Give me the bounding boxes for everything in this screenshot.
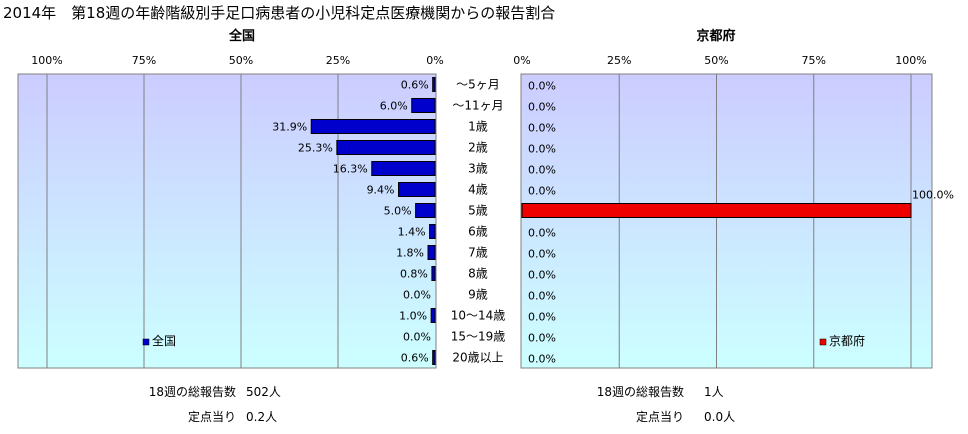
national-bar-value-label: 16.3% bbox=[333, 163, 368, 176]
age-category-label: 2歳 bbox=[468, 141, 488, 155]
kyoto-bar-value-label: 0.0% bbox=[528, 185, 556, 198]
national-bar bbox=[432, 350, 436, 365]
kyoto-bar-value-label: 0.0% bbox=[528, 269, 556, 282]
national-bar-value-label: 0.0% bbox=[403, 331, 431, 344]
kyoto-bar-value-label: 0.0% bbox=[528, 143, 556, 156]
kyoto-bar-value-label: 0.0% bbox=[528, 290, 556, 303]
age-category-label: 7歳 bbox=[468, 246, 488, 260]
kyoto-x-tick-label: 0% bbox=[513, 54, 530, 67]
age-category-label: 10～14歳 bbox=[451, 309, 506, 323]
national-total-label: 18週の総報告数 bbox=[149, 384, 236, 399]
national-per-label: 定点当り bbox=[188, 409, 236, 424]
national-panel-title: 全国 bbox=[228, 28, 255, 44]
kyoto-per-value: 0.0人 bbox=[704, 410, 735, 424]
age-category-label: 9歳 bbox=[468, 288, 488, 302]
age-category-label: 8歳 bbox=[468, 267, 488, 281]
kyoto-legend-swatch bbox=[819, 338, 827, 346]
national-x-tick-label: 0% bbox=[426, 54, 443, 67]
national-bar bbox=[427, 245, 436, 260]
national-bar-value-label: 1.0% bbox=[399, 310, 427, 323]
national-bar bbox=[429, 224, 436, 239]
age-category-label: 4歳 bbox=[468, 183, 488, 197]
kyoto-x-tick-label: 100% bbox=[895, 54, 926, 67]
kyoto-x-tick-label: 50% bbox=[704, 54, 728, 67]
national-bar-value-label: 0.8% bbox=[400, 268, 428, 281]
age-category-label: 20歳以上 bbox=[452, 351, 503, 365]
kyoto-bar-value-label: 0.0% bbox=[528, 101, 556, 114]
national-bar-value-label: 31.9% bbox=[272, 121, 307, 134]
national-bar-value-label: 0.6% bbox=[401, 352, 429, 365]
national-plot-area bbox=[17, 73, 437, 369]
national-bar-value-label: 0.0% bbox=[403, 289, 431, 302]
age-category-label: ～11ヶ月 bbox=[452, 99, 503, 113]
national-x-tick-label: 75% bbox=[132, 54, 156, 67]
kyoto-plot-area bbox=[520, 73, 933, 369]
kyoto-bar-value-label: 0.0% bbox=[528, 248, 556, 261]
national-total-value: 502人 bbox=[246, 385, 281, 399]
age-category-label: 6歳 bbox=[468, 225, 488, 239]
national-bar-value-label: 9.4% bbox=[367, 184, 395, 197]
kyoto-bar-value-label: 0.0% bbox=[528, 164, 556, 177]
kyoto-total-label: 18週の総報告数 bbox=[597, 384, 684, 399]
kyoto-bar-value-label: 0.0% bbox=[528, 122, 556, 135]
kyoto-bar-value-label: 0.0% bbox=[528, 311, 556, 324]
kyoto-bar-value-label: 0.0% bbox=[528, 332, 556, 345]
national-bar bbox=[432, 77, 436, 92]
age-category-label: 5歳 bbox=[468, 204, 488, 218]
national-x-tick-label: 50% bbox=[229, 54, 253, 67]
national-per-value: 0.2人 bbox=[246, 410, 277, 424]
age-category-label: 1歳 bbox=[468, 120, 488, 134]
kyoto-panel-title: 京都府 bbox=[696, 28, 735, 44]
national-x-tick-label: 100% bbox=[31, 54, 62, 67]
kyoto-per-label: 定点当り bbox=[636, 409, 684, 424]
chart-title: 2014年 第18週の年齢階級別手足口病患者の小児科定点医療機関からの報告割合 bbox=[3, 4, 555, 22]
national-bar bbox=[431, 266, 436, 281]
kyoto-total-value: 1人 bbox=[704, 385, 724, 399]
kyoto-x-tick-label: 25% bbox=[607, 54, 631, 67]
kyoto-x-tick-label: 75% bbox=[802, 54, 826, 67]
age-category-label: ～5ヶ月 bbox=[456, 78, 500, 92]
national-bar-value-label: 1.8% bbox=[396, 247, 424, 260]
national-bar bbox=[336, 140, 436, 155]
national-bar bbox=[310, 119, 436, 134]
national-bar bbox=[411, 98, 436, 113]
kyoto-bar-value-label: 0.0% bbox=[528, 353, 556, 366]
kyoto-bar-value-label: 100.0% bbox=[912, 189, 954, 202]
national-bar bbox=[430, 308, 436, 323]
national-bar-value-label: 6.0% bbox=[380, 100, 408, 113]
kyoto-bar-value-label: 0.0% bbox=[528, 227, 556, 240]
national-bar bbox=[415, 203, 436, 218]
age-category-label: 15～19歳 bbox=[451, 330, 506, 344]
national-bar-value-label: 0.6% bbox=[401, 79, 429, 92]
kyoto-bar bbox=[521, 203, 912, 218]
kyoto-legend-label: 京都府 bbox=[829, 333, 865, 348]
national-bar-value-label: 25.3% bbox=[298, 142, 333, 155]
national-bar bbox=[371, 161, 436, 176]
national-legend-label: 全国 bbox=[152, 333, 176, 348]
national-legend-swatch bbox=[142, 338, 150, 346]
national-bar bbox=[398, 182, 436, 197]
national-bar-value-label: 1.4% bbox=[398, 226, 426, 239]
age-category-label: 3歳 bbox=[468, 162, 488, 176]
national-bar-value-label: 5.0% bbox=[384, 205, 412, 218]
national-x-tick-label: 25% bbox=[326, 54, 350, 67]
kyoto-bar-value-label: 0.0% bbox=[528, 80, 556, 93]
